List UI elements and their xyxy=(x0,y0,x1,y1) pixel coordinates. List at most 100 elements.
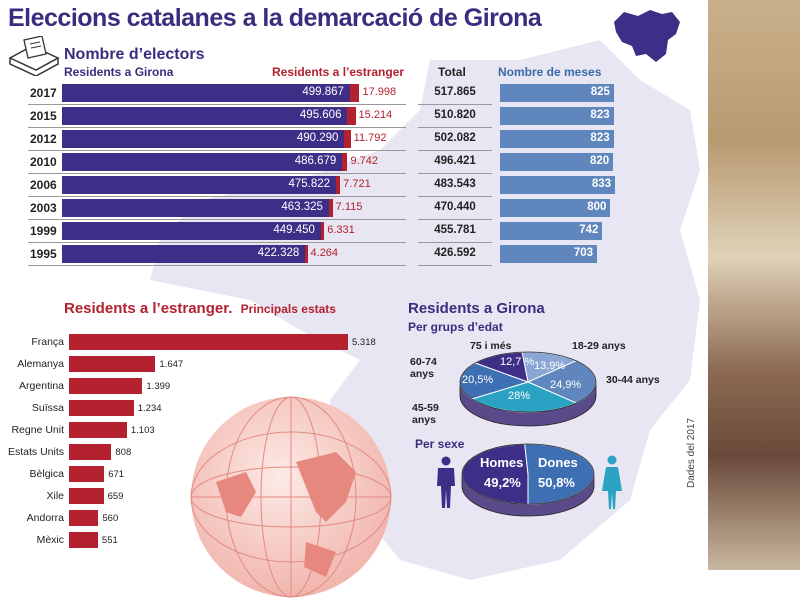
total-divider xyxy=(418,196,492,197)
abroad-subtitle: Principals estats xyxy=(240,302,336,316)
country-value: 659 xyxy=(107,491,124,502)
country-label: Suïssa xyxy=(31,402,64,414)
total-value: 470.440 xyxy=(434,201,476,213)
year-label: 1999 xyxy=(30,224,57,238)
bar-residents xyxy=(62,199,329,217)
man-icon xyxy=(437,456,455,508)
bar-country xyxy=(69,422,127,438)
row-divider xyxy=(28,150,406,151)
bar-tables-label: 823 xyxy=(590,109,610,121)
age-value-label: 12,7 % xyxy=(500,356,535,368)
age-title: Per grups d’edat xyxy=(408,320,503,334)
sex-title: Per sexe xyxy=(415,437,465,451)
girona-map-icon xyxy=(614,10,680,62)
age-category-label: 18-29 anys xyxy=(572,340,626,352)
total-value: 502.082 xyxy=(434,132,476,144)
men-value: 49,2% xyxy=(484,475,521,490)
bar-tables xyxy=(500,107,614,125)
row-divider xyxy=(28,127,406,128)
age-category-label: 75 i més xyxy=(470,340,512,352)
ballot-box-icon xyxy=(8,36,60,76)
bar-residents xyxy=(62,107,348,125)
women-label: Dones xyxy=(538,455,578,470)
bar-tables-label: 800 xyxy=(587,201,607,213)
year-label: 2010 xyxy=(30,155,57,169)
bar-residents-label: 449.450 xyxy=(273,224,315,236)
bar-abroad xyxy=(344,130,351,148)
country-value: 560 xyxy=(102,513,119,524)
bar-tables xyxy=(500,153,614,171)
age-category-label: 45-59 anys xyxy=(412,402,439,426)
year-label: 2003 xyxy=(30,201,57,215)
bar-country xyxy=(69,488,104,504)
country-value: 1.647 xyxy=(159,359,184,370)
total-value: 496.421 xyxy=(434,155,476,167)
abroad-title: Residents a l’estranger. Principals esta… xyxy=(64,300,336,317)
bar-country xyxy=(69,532,98,548)
girona-title: Residents a Girona xyxy=(408,300,545,317)
country-label: Andorra xyxy=(26,512,64,524)
bar-abroad-label: 7.115 xyxy=(335,201,363,213)
year-label: 1995 xyxy=(30,247,57,261)
bar-residents-label: 499.867 xyxy=(302,86,344,98)
age-value-label: 28% xyxy=(508,390,531,402)
country-label: Alemanya xyxy=(17,358,64,370)
bar-tables xyxy=(500,130,614,148)
abroad-title-main: Residents a l’estranger. xyxy=(64,300,233,317)
bar-abroad xyxy=(320,222,325,240)
total-divider xyxy=(418,150,492,151)
country-value: 671 xyxy=(108,469,125,480)
bar-tables-label: 820 xyxy=(590,155,610,167)
country-value: 1.103 xyxy=(130,425,155,436)
bar-abroad-label: 15.214 xyxy=(358,109,393,121)
bar-residents xyxy=(62,130,345,148)
bar-abroad-label: 7.721 xyxy=(343,178,371,190)
bar-residents xyxy=(62,84,350,102)
total-value: 510.820 xyxy=(434,109,476,121)
bar-tables-label: 825 xyxy=(590,86,610,98)
bar-abroad xyxy=(336,176,341,194)
age-pie-chart xyxy=(459,351,597,427)
bar-country xyxy=(69,334,348,350)
bar-abroad-label: 6.331 xyxy=(327,224,355,236)
bar-country xyxy=(69,400,134,416)
age-pie-rim xyxy=(459,351,597,413)
bar-tables xyxy=(500,84,614,102)
bar-residents-label: 486.679 xyxy=(294,155,337,167)
year-label: 2006 xyxy=(30,178,57,192)
header-total: Total xyxy=(438,65,466,79)
row-divider xyxy=(28,104,406,105)
age-category-label: 60-74 anys xyxy=(410,356,437,380)
women-value: 50,8% xyxy=(538,475,575,490)
total-divider xyxy=(418,219,492,220)
age-category-label: 30-44 anys xyxy=(606,374,660,386)
bar-country xyxy=(69,356,156,372)
age-value-label: 20,5% xyxy=(462,374,494,386)
bar-residents xyxy=(62,245,306,263)
bar-residents-label: 463.325 xyxy=(281,201,323,213)
country-label: Regne Unit xyxy=(11,424,64,436)
bar-abroad xyxy=(349,84,360,102)
header-residents: Residents a Girona xyxy=(64,65,174,79)
bar-tables xyxy=(500,245,598,263)
total-divider xyxy=(418,242,492,243)
background-map xyxy=(150,40,700,580)
total-divider xyxy=(418,104,492,105)
country-label: Bèlgica xyxy=(29,468,64,480)
country-label: Xile xyxy=(46,490,64,502)
total-divider xyxy=(418,173,492,174)
country-value: 551 xyxy=(101,535,118,546)
bar-country xyxy=(69,510,99,526)
bar-residents xyxy=(62,176,337,194)
bar-tables-label: 823 xyxy=(590,132,610,144)
total-value: 483.543 xyxy=(434,178,476,190)
bar-abroad-label: 17.998 xyxy=(362,86,397,98)
bar-tables-label: 742 xyxy=(579,224,599,236)
bar-residents-label: 475.822 xyxy=(288,178,331,190)
header-abroad: Residents a l’estranger xyxy=(272,65,405,79)
bar-residents-label: 495.606 xyxy=(299,109,342,121)
bar-tables xyxy=(500,222,603,240)
country-value: 808 xyxy=(115,447,132,458)
age-value-label: 13,9% xyxy=(534,360,566,372)
sex-pie-chart xyxy=(461,443,595,517)
